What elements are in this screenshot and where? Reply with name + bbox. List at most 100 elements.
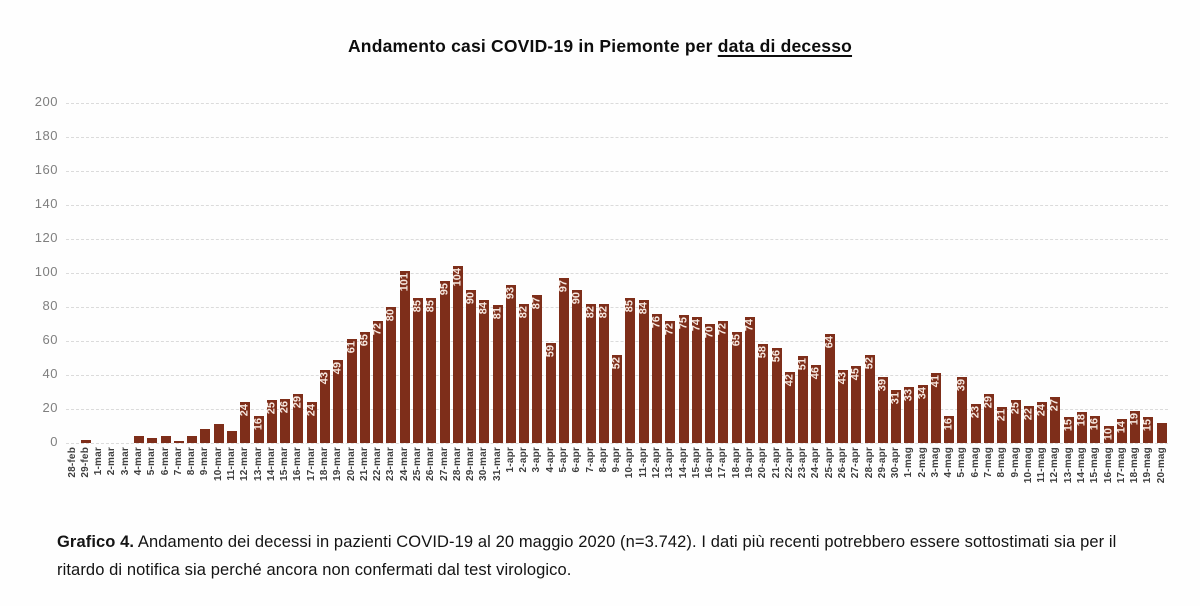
bar-cell: 25 14-mar <box>265 103 278 503</box>
x-axis-date-label: 26-apr <box>836 447 848 479</box>
bar-value-label: 85 <box>424 300 437 313</box>
bar: 41 <box>929 373 942 443</box>
bar-cell: 27 12-mag <box>1049 103 1062 503</box>
x-axis-date-label: 3-mar <box>119 447 131 476</box>
x-axis-date-label: 12-mar <box>239 447 251 481</box>
bar-value-label: 41 <box>929 375 942 388</box>
bar <box>80 440 91 443</box>
bar: 24 <box>305 402 317 443</box>
bar: 85 <box>411 298 423 443</box>
bar-value-label: 15 <box>1141 419 1154 432</box>
bar-cell: 33 1-mag <box>903 103 916 503</box>
bar-cell: 84 30-mar <box>478 103 491 503</box>
bar-value-label: 97 <box>557 280 570 293</box>
bar <box>147 438 158 443</box>
x-axis-date-label: 6-mag <box>969 447 981 478</box>
x-axis-date-label: 6-apr <box>571 447 583 473</box>
bar-cell: 90 6-apr <box>571 103 584 503</box>
bar: 42 <box>783 372 795 443</box>
bar-cell: 39 5-mag <box>956 103 969 503</box>
bar-value-label: 104 <box>451 268 464 287</box>
bar: 15 <box>1141 417 1154 443</box>
figure-caption-text: Andamento dei decessi in pazienti COVID-… <box>57 533 1117 579</box>
y-axis-tick-label: 80 <box>42 298 58 313</box>
gridline <box>66 205 1168 206</box>
bar: 16 <box>942 416 955 443</box>
bar-cell: 104 28-mar <box>451 103 464 503</box>
x-axis-date-label: 5-mag <box>956 447 968 478</box>
bar: 25 <box>265 400 277 443</box>
gridline <box>66 137 1168 138</box>
bar-value-label: 31 <box>889 392 902 405</box>
bar-cell: 24 12-mar <box>239 103 252 503</box>
bar-value-label: 16 <box>942 418 955 431</box>
bar <box>134 436 145 443</box>
bar-value-label: 82 <box>584 306 597 319</box>
bar-value-label: 74 <box>743 319 756 332</box>
x-axis-date-label: 2-apr <box>518 447 530 473</box>
gridline <box>66 103 1168 104</box>
x-axis-date-label: 22-mar <box>372 447 384 481</box>
x-axis-date-label: 27-apr <box>850 447 862 479</box>
bar-cell: 58 20-apr <box>757 103 770 503</box>
bar-cell: 90 29-mar <box>464 103 477 503</box>
x-axis-date-label: 19-mar <box>332 447 344 481</box>
x-axis-date-label: 28-mar <box>451 447 463 481</box>
bar-cell: 20-mag <box>1155 103 1168 503</box>
bar-cell: 87 3-apr <box>531 103 544 503</box>
bar-cell: 15 13-mag <box>1062 103 1075 503</box>
bar <box>1156 423 1167 443</box>
bar: 85 <box>623 298 636 443</box>
y-axis-tick-label: 0 <box>50 434 58 449</box>
bar: 22 <box>1022 406 1034 443</box>
bar: 84 <box>637 300 649 443</box>
bar: 49 <box>332 360 344 443</box>
bar-value-label: 85 <box>623 300 636 313</box>
bar-cell: 4-mar <box>132 103 145 503</box>
bar-cell: 56 21-apr <box>770 103 783 503</box>
x-axis-date-label: 31-mar <box>491 447 503 481</box>
bar-cell: 8-mar <box>186 103 199 503</box>
bar-value-label: 59 <box>544 345 557 358</box>
bar-value-label: 58 <box>756 346 769 359</box>
bar: 74 <box>743 317 756 443</box>
bar-value-label: 70 <box>703 326 716 339</box>
bar: 84 <box>478 300 490 443</box>
bar: 82 <box>597 304 609 443</box>
x-axis-date-label: 14-apr <box>677 447 689 479</box>
bar: 43 <box>318 370 330 443</box>
bar-value-label: 23 <box>969 406 982 419</box>
bar-value-label: 15 <box>1062 419 1075 432</box>
bar: 27 <box>1049 397 1061 443</box>
figure-caption: Grafico 4. Andamento dei decessi in pazi… <box>57 528 1162 584</box>
bar-value-label: 82 <box>517 306 530 319</box>
x-axis-date-label: 5-mar <box>146 447 158 476</box>
x-axis-date-label: 13-mag <box>1062 447 1074 484</box>
bar: 104 <box>451 266 464 443</box>
x-axis-date-label: 17-mar <box>305 447 317 481</box>
x-axis-date-label: 3-mag <box>929 447 941 478</box>
bar-cell: 29 16-mar <box>292 103 305 503</box>
gridline <box>66 443 1168 444</box>
bar-value-label: 74 <box>690 319 703 332</box>
x-axis-date-label: 4-mag <box>943 447 955 478</box>
bar: 93 <box>504 285 516 443</box>
x-axis-date-label: 1-apr <box>504 447 516 473</box>
bar-cell: 75 14-apr <box>677 103 690 503</box>
x-axis-date-label: 10-apr <box>624 447 636 479</box>
bar-value-label: 90 <box>464 292 477 305</box>
bar-cell: 49 19-mar <box>332 103 345 503</box>
bar-value-label: 52 <box>610 357 623 370</box>
y-axis-tick-label: 20 <box>42 400 58 415</box>
x-axis-date-label: 2-mar <box>106 447 118 476</box>
bar-cell: 46 24-apr <box>810 103 823 503</box>
bar-value-label: 72 <box>716 323 729 336</box>
bar-cell: 29 7-mag <box>982 103 995 503</box>
bar-value-label: 14 <box>1115 421 1128 434</box>
bar: 70 <box>703 324 716 443</box>
bar: 25 <box>1009 400 1021 443</box>
bar-cell: 82 7-apr <box>584 103 597 503</box>
bar-cell: 1-mar <box>93 103 106 503</box>
bar: 82 <box>584 304 597 443</box>
bar: 81 <box>491 305 503 443</box>
